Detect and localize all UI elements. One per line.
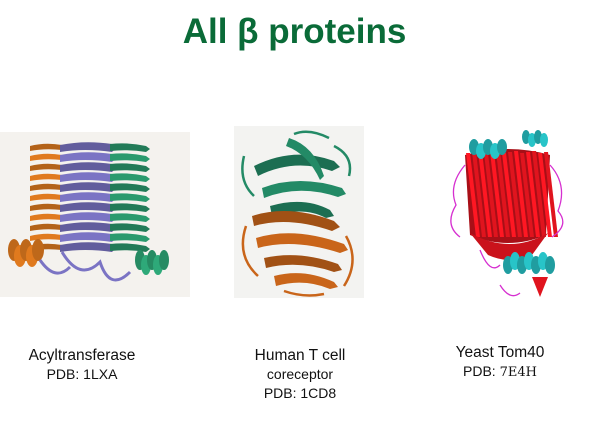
pdb-label: PDB: [264, 385, 297, 401]
helix-turn [497, 139, 507, 155]
protein-name: Acyltransferase [12, 346, 152, 365]
protein-image-cd8 [234, 126, 364, 298]
caption-acyltransferase: Acyltransferase PDB: 1LXA [12, 346, 152, 384]
protein-name: Human T cell [240, 346, 360, 365]
helix-turn [32, 239, 44, 261]
beta-barrel-red [465, 149, 558, 297]
pdb-line: PDB: 1LXA [12, 365, 152, 384]
pdb-line: PDB: 1CD8 [240, 384, 360, 403]
slide-title: All β proteins [0, 12, 589, 52]
caption-tom40: Yeast Tom40 PDB: 7E4H [440, 343, 560, 382]
helix-turn [545, 256, 555, 274]
protein-image-tom40 [440, 125, 575, 305]
helix-turn [159, 250, 169, 270]
pdb-code: 1CD8 [300, 385, 336, 401]
protein-name: Yeast Tom40 [440, 343, 560, 362]
protein-name-continued: coreceptor [240, 365, 360, 384]
helix-turn [540, 133, 548, 147]
pdb-label: PDB: [463, 363, 496, 379]
pdb-label: PDB: [47, 366, 80, 382]
caption-cd8: Human T cell coreceptor PDB: 1CD8 [240, 346, 360, 403]
pdb-line: PDB: 7E4H [440, 362, 560, 382]
pdb-code: 7E4H [500, 365, 537, 380]
protein-image-acyltransferase [0, 132, 190, 297]
pdb-code: 1LXA [83, 366, 117, 382]
